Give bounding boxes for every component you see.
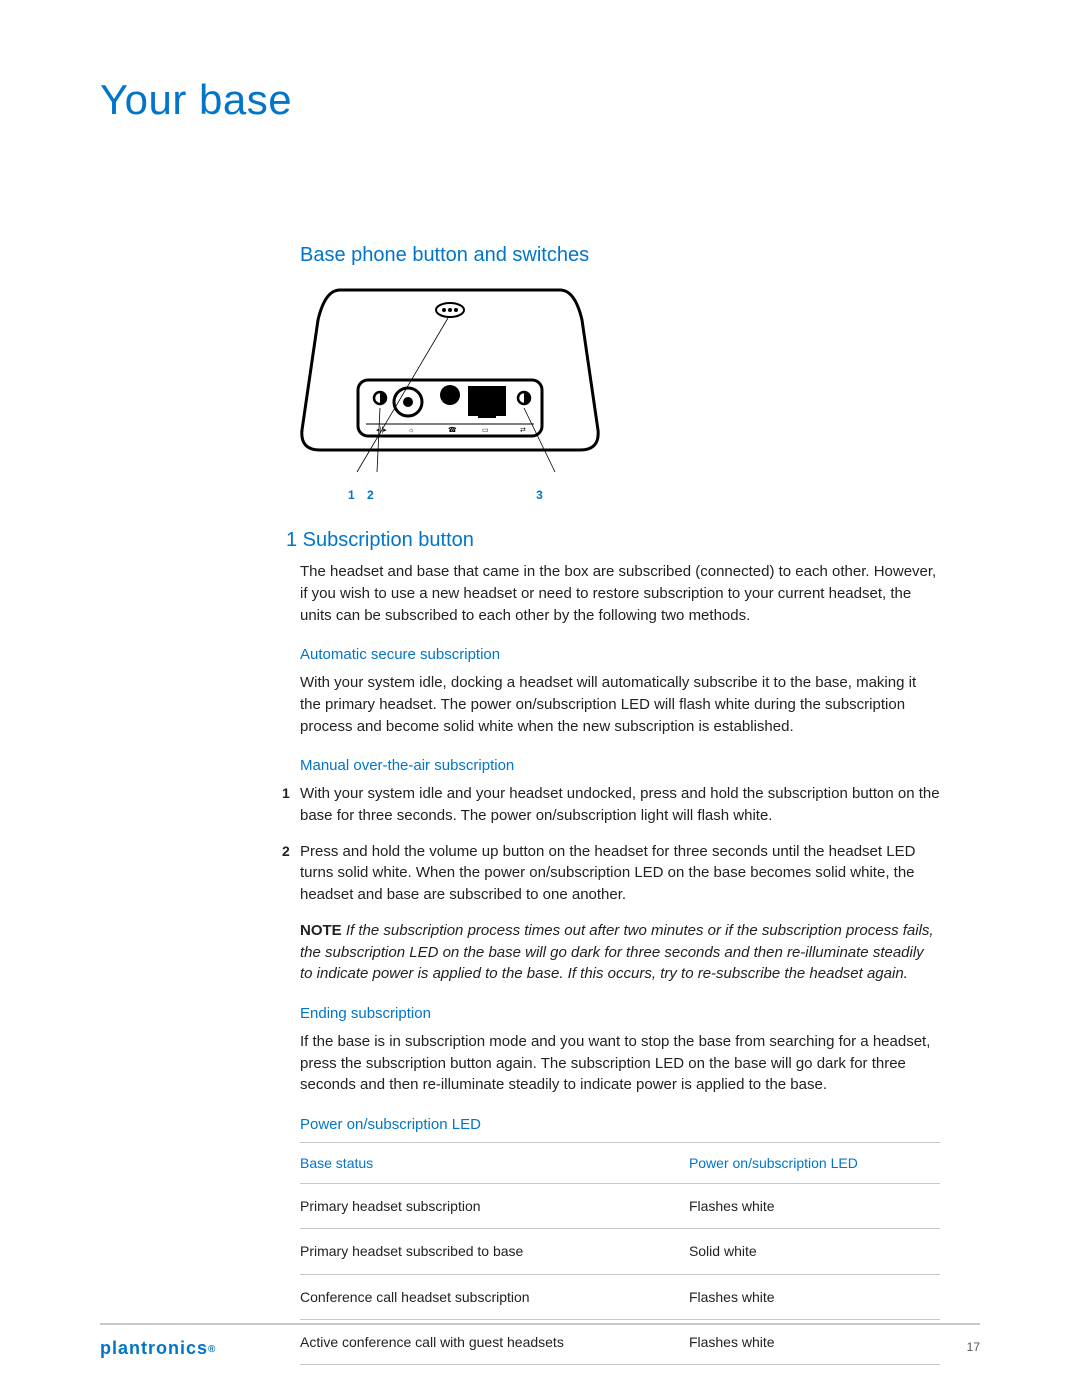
step-number: 1	[282, 783, 290, 803]
manual-step-1: 1 With your system idle and your headset…	[300, 783, 940, 827]
manual-note: NOTE If the subscription process times o…	[300, 920, 940, 985]
step-text: Press and hold the volume up button on t…	[300, 843, 915, 904]
step-number: 2	[282, 841, 290, 861]
step-text: With your system idle and your headset u…	[300, 785, 940, 824]
svg-text:▭: ▭	[482, 427, 489, 434]
page-title: Your base	[100, 70, 980, 131]
manual-step-2: 2 Press and hold the volume up button on…	[300, 841, 940, 906]
cell-led: Flashes white	[689, 1184, 940, 1229]
callout-2: 2	[367, 487, 374, 504]
section-subscription-button: 1 Subscription button	[286, 526, 940, 555]
led-col-status: Base status	[300, 1142, 689, 1183]
callout-3: 3	[536, 487, 543, 504]
base-svg: ◂||▸ ☼ ☎ ▭ ⇄	[300, 280, 600, 480]
section-base-phone: Base phone button and switches	[300, 241, 940, 270]
page-number: 17	[967, 1339, 980, 1356]
cell-status: Primary headset subscribed to base	[300, 1229, 689, 1274]
svg-text:☎: ☎	[448, 426, 457, 434]
ending-sub-body: If the base is in subscription mode and …	[300, 1031, 940, 1096]
cell-led: Flashes white	[689, 1274, 940, 1319]
subscription-intro: The headset and base that came in the bo…	[300, 561, 940, 626]
content-column: Base phone button and switches	[300, 241, 940, 1365]
base-diagram: ◂||▸ ☼ ☎ ▭ ⇄ 1 2 3	[300, 280, 940, 504]
heading-led-table: Power on/subscription LED	[300, 1114, 940, 1136]
diagram-callouts: 1 2 3	[300, 487, 940, 504]
heading-ending-sub: Ending subscription	[300, 1003, 940, 1025]
heading-manual-sub: Manual over-the-air subscription	[300, 755, 940, 777]
note-text: If the subscription process times out af…	[300, 922, 934, 983]
manual-steps: 1 With your system idle and your headset…	[300, 783, 940, 906]
auto-sub-body: With your system idle, docking a headset…	[300, 672, 940, 737]
heading-auto-sub: Automatic secure subscription	[300, 644, 940, 666]
led-col-led: Power on/subscription LED	[689, 1142, 940, 1183]
cell-status: Conference call headset subscription	[300, 1274, 689, 1319]
cell-status: Primary headset subscription	[300, 1184, 689, 1229]
table-row: Primary headset subscribed to base Solid…	[300, 1229, 940, 1274]
page-footer: plantronics® 17	[100, 1323, 980, 1361]
table-row: Primary headset subscription Flashes whi…	[300, 1184, 940, 1229]
table-row: Conference call headset subscription Fla…	[300, 1274, 940, 1319]
svg-text:⇄: ⇄	[520, 427, 526, 434]
cell-led: Solid white	[689, 1229, 940, 1274]
callout-1: 1	[348, 487, 355, 504]
note-label: NOTE	[300, 922, 342, 939]
svg-text:☼: ☼	[408, 427, 414, 434]
brand-logo: plantronics®	[100, 1335, 216, 1361]
